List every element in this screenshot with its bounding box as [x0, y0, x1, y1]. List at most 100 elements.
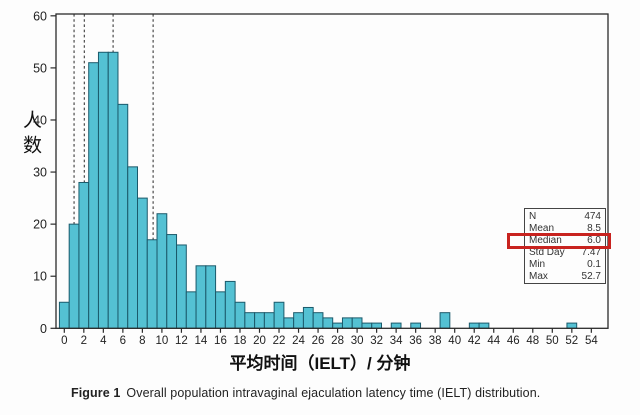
- histogram-bar: [215, 291, 226, 329]
- x-tick-label: 36: [409, 335, 422, 347]
- y-axis: 0 10 20 30 40 50 60: [33, 9, 56, 336]
- stats-row-std-day: Std Day 7.47: [525, 247, 605, 258]
- histogram-bar: [166, 234, 178, 329]
- histogram-bar: [88, 62, 99, 329]
- figure-number: Figure 1: [71, 386, 121, 400]
- histogram-bar: [478, 322, 490, 329]
- histogram-bars: [58, 51, 578, 329]
- stats-value: 52.7: [581, 270, 601, 282]
- histogram-bar: [176, 244, 187, 329]
- histogram-bar: [185, 291, 197, 329]
- histogram-bar: [371, 322, 382, 329]
- histogram-bar: [322, 317, 334, 329]
- x-tick-label: 14: [195, 335, 208, 347]
- x-axis: 0 2 4 6 8 10 12 14 16 18 20 22 24 26 28 30 32 34 36 38 40 42 4…: [61, 328, 598, 347]
- histogram-bar: [302, 306, 314, 329]
- x-tick-label: 20: [253, 335, 266, 347]
- x-tick-label: 2: [81, 335, 87, 347]
- x-tick-label: 44: [487, 335, 500, 347]
- stats-label: Max: [529, 270, 548, 282]
- histogram-bar: [78, 181, 90, 329]
- x-tick-label: 42: [468, 335, 481, 347]
- histogram-bar: [332, 322, 343, 329]
- histogram-bar: [244, 312, 256, 329]
- stats-value: 7.47: [581, 246, 601, 258]
- y-tick-label: 60: [33, 9, 47, 23]
- histogram-bar: [224, 280, 236, 329]
- x-tick-label: 28: [331, 335, 344, 347]
- x-tick-label: 52: [565, 335, 578, 347]
- x-tick-label: 6: [120, 335, 126, 347]
- histogram-bar: [341, 317, 353, 329]
- stats-label: Min: [529, 258, 546, 270]
- median-highlight-box: [507, 233, 611, 249]
- histogram-bar: [390, 322, 402, 329]
- x-tick-label: 12: [175, 335, 188, 347]
- histogram-bar: [146, 239, 158, 329]
- histogram-bar: [263, 312, 275, 329]
- x-tick-label: 30: [351, 335, 364, 347]
- x-axis-label: 平均时间（IELT）/ 分钟: [229, 354, 411, 373]
- x-tick-label: 50: [546, 335, 559, 347]
- histogram-bar: [361, 322, 373, 329]
- stats-value: 474: [584, 210, 601, 222]
- y-tick-label: 0: [40, 322, 47, 336]
- histogram-bar: [127, 166, 138, 329]
- histogram-bar: [137, 197, 148, 329]
- x-tick-label: 32: [370, 335, 383, 347]
- stats-label: Median: [529, 234, 562, 246]
- y-axis-label: 人数: [20, 110, 41, 160]
- histogram-bar: [107, 51, 119, 329]
- histogram-chart: 0 2 4 6 8 10 12 14 16 18 20 22 24 26 28 30 32 34 36 38 40 42 4…: [33, 9, 609, 347]
- histogram-bar: [58, 301, 70, 329]
- stats-row-median: Median 6.0: [525, 235, 605, 246]
- stats-value: 8.5: [587, 222, 601, 234]
- histogram-bar: [468, 322, 480, 329]
- stats-value: 6.0: [587, 234, 601, 246]
- histogram-bar: [283, 317, 295, 329]
- x-tick-label: 10: [156, 335, 169, 347]
- y-tick-label: 30: [33, 166, 47, 180]
- stats-label: Mean: [529, 222, 555, 234]
- histogram-bar: [312, 312, 324, 329]
- x-tick-label: 22: [273, 335, 286, 347]
- stats-row-max: Max 52.7: [525, 271, 605, 282]
- histogram-bar: [293, 312, 304, 329]
- histogram-bar: [273, 301, 285, 329]
- x-tick-label: 34: [390, 335, 403, 347]
- histogram-bar: [205, 265, 217, 329]
- histogram-bar: [195, 265, 207, 329]
- x-tick-label: 38: [429, 335, 442, 347]
- y-tick-label: 50: [33, 61, 47, 75]
- x-tick-label: 16: [214, 335, 227, 347]
- histogram-bar: [351, 317, 363, 329]
- x-tick-label: 4: [100, 335, 107, 347]
- x-tick-label: 48: [526, 335, 539, 347]
- x-tick-label: 24: [292, 335, 305, 347]
- figure-caption: Figure 1 Overall population intravaginal …: [71, 386, 540, 400]
- histogram-bar: [254, 312, 265, 329]
- histogram-bar: [410, 322, 422, 329]
- stats-value: 0.1: [587, 258, 601, 270]
- x-tick-label: 26: [312, 335, 325, 347]
- x-tick-label: 40: [448, 335, 461, 347]
- y-tick-label: 10: [33, 270, 47, 284]
- x-tick-label: 54: [585, 335, 598, 347]
- x-tick-label: 18: [234, 335, 247, 347]
- histogram-bar: [439, 312, 451, 329]
- x-tick-label: 46: [507, 335, 520, 347]
- y-tick-label: 20: [33, 218, 47, 232]
- histogram-bar: [156, 213, 168, 329]
- histogram-bar: [566, 322, 578, 329]
- stats-label: Std Day: [529, 246, 565, 258]
- x-tick-label: 8: [139, 335, 145, 347]
- y-tick-label: 40: [33, 113, 47, 127]
- figure-caption-text: Overall population intravaginal ejaculat…: [126, 386, 541, 400]
- stats-row-n: N 474: [525, 211, 605, 222]
- histogram-bar: [68, 223, 80, 329]
- stats-label: N: [529, 210, 537, 222]
- histogram-bar: [97, 51, 109, 329]
- stats-row-min: Min 0.1: [525, 259, 605, 270]
- histogram-bar: [234, 301, 246, 329]
